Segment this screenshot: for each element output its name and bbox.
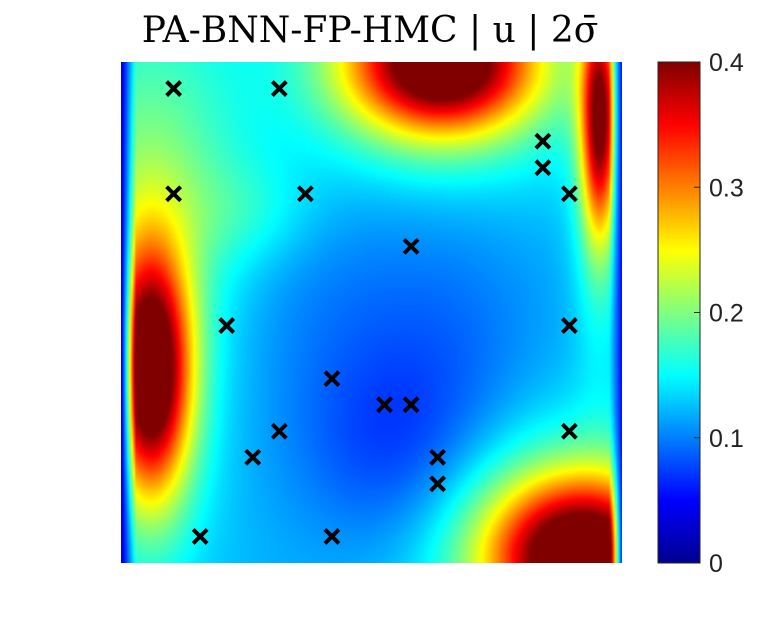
colorbar-tick-label: 0.1	[709, 425, 744, 453]
sensor-marker-1	[165, 80, 183, 97]
sensor-marker-20	[323, 528, 341, 545]
sensor-marker-10	[560, 317, 578, 334]
sensor-marker-7	[560, 185, 578, 203]
sensor-marker-6	[296, 185, 314, 203]
sensor-marker-8	[402, 237, 420, 255]
chart-title: PA-BNN-FP-HMC | u | 2σ̄	[142, 10, 599, 51]
sensor-marker-5	[165, 185, 183, 203]
sensor-marker-2	[270, 80, 288, 97]
sensor-marker-18	[429, 475, 447, 493]
sensor-marker-12	[376, 396, 393, 414]
sensor-marker-19	[191, 528, 209, 545]
sensor-marker-11	[323, 370, 341, 388]
colorbar-tick-label: 0	[709, 550, 723, 578]
colorbar: 0 0.1 0.2 0.3 0.4	[657, 49, 744, 578]
sensor-marker-4	[534, 159, 552, 177]
colorbar-tick-label: 0.4	[709, 49, 744, 77]
colorbar-ticks: 0 0.1 0.2 0.3 0.4	[694, 49, 744, 578]
colorbar-gradient	[657, 61, 701, 564]
sensor-marker-17	[429, 448, 447, 466]
sensor-marker-16	[244, 448, 262, 466]
sensor-markers	[165, 80, 578, 545]
sensor-marker-14	[270, 422, 288, 440]
sensor-marker-9	[218, 317, 236, 334]
sensor-marker-3	[534, 132, 552, 150]
colorbar-tick-label: 0.3	[709, 174, 744, 202]
heatmap-plot-area	[121, 62, 622, 563]
colorbar-tick-label: 0.2	[709, 300, 744, 328]
sensor-marker-13	[402, 396, 420, 414]
sensor-marker-15	[560, 422, 578, 440]
